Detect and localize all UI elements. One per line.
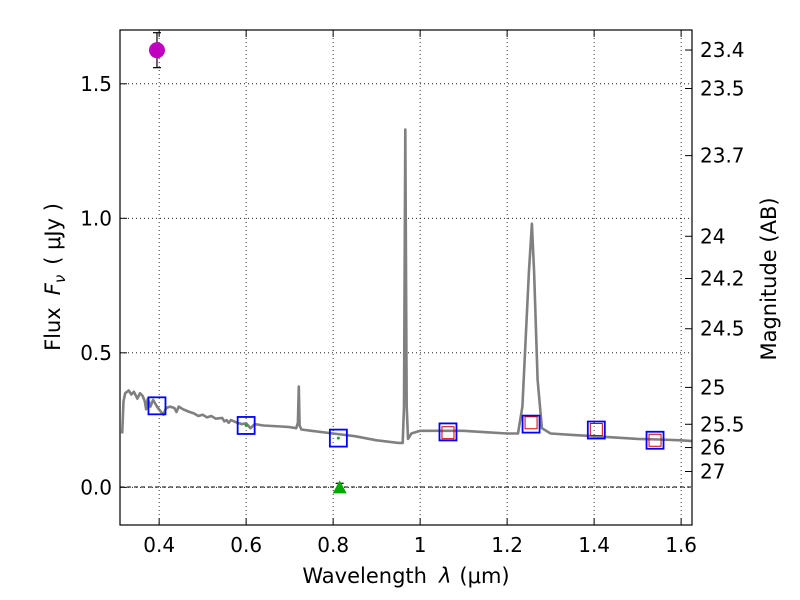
x-tick-label: 1.6 bbox=[665, 533, 697, 557]
model-dot-marker bbox=[336, 436, 340, 440]
mag-tick-label: 24.5 bbox=[700, 317, 745, 341]
mag-tick-label: 23.4 bbox=[700, 38, 745, 62]
observed-square-marker bbox=[521, 414, 541, 434]
y2-axis-title: Magnitude (AB) bbox=[757, 197, 781, 360]
plot-frame bbox=[119, 29, 693, 526]
spectrum-line bbox=[120, 128, 693, 445]
upper-limit-marker bbox=[332, 480, 347, 494]
x-tick-label: 1.2 bbox=[491, 533, 523, 557]
x-tick-label: 1 bbox=[414, 533, 427, 557]
mag-tick-label: 23.7 bbox=[700, 144, 745, 168]
observed-square-marker bbox=[328, 428, 348, 448]
observed-square-marker bbox=[438, 422, 458, 442]
observed-square-marker bbox=[586, 420, 606, 440]
model-dot-marker bbox=[244, 423, 248, 427]
x-tick-label: 1.4 bbox=[578, 533, 610, 557]
x-tick-label: 0.4 bbox=[143, 533, 175, 557]
model-square-marker bbox=[524, 416, 538, 430]
model-square-marker bbox=[648, 433, 662, 447]
mag-tick-label: 25.5 bbox=[700, 412, 745, 436]
model-square-marker bbox=[441, 426, 455, 440]
axes: 0.4 0.6 0.8 1 1.2 1.4 1.6 0.0 0.5 1.0 1.5 23.4 23.5 2… bbox=[80, 30, 745, 557]
observed-square-marker bbox=[147, 396, 167, 416]
y-tick-label: 1.0 bbox=[80, 206, 112, 230]
y-axis-title: FluxFν( μJy ) bbox=[41, 203, 69, 351]
mag-tick-label: 24 bbox=[700, 224, 725, 248]
observed-square-marker bbox=[645, 430, 665, 450]
mag-tick-label: 25 bbox=[700, 375, 725, 399]
model-square-marker bbox=[589, 422, 603, 436]
x-tick-label: 0.8 bbox=[317, 533, 349, 557]
y-tick-label: 0.0 bbox=[80, 475, 112, 499]
mag-tick-label: 27 bbox=[700, 459, 725, 483]
observed-square-marker bbox=[236, 416, 256, 435]
x-tick-label: 0.6 bbox=[230, 533, 262, 557]
mag-tick-label: 24.2 bbox=[700, 266, 745, 290]
detection-marker bbox=[148, 42, 165, 59]
mag-tick-label: 23.5 bbox=[700, 77, 745, 101]
mag-tick-label: 26 bbox=[700, 436, 725, 460]
plot-area bbox=[120, 32, 693, 494]
y-tick-label: 0.5 bbox=[80, 341, 112, 365]
x-axis-title: Wavelength λ (μm) bbox=[302, 564, 509, 588]
y-tick-label: 1.5 bbox=[80, 72, 112, 96]
